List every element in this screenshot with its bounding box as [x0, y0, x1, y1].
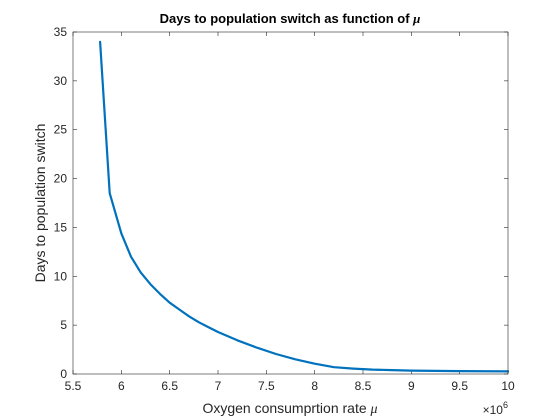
y-tick-label: 0 — [60, 367, 67, 381]
y-tick-label: 30 — [54, 74, 68, 88]
x-tick-label: 5.5 — [65, 379, 82, 393]
x-tick-label: 9.5 — [451, 379, 468, 393]
chart-title: Days to population switch as function of… — [160, 11, 421, 26]
x-tick-label: 8 — [311, 379, 318, 393]
y-tick-label: 25 — [54, 123, 68, 137]
x-tick-label: 7.5 — [258, 379, 275, 393]
y-tick-label: 5 — [60, 318, 67, 332]
x-tick-label: 6.5 — [161, 379, 178, 393]
x-tick-label: 6 — [118, 379, 125, 393]
y-tick-label: 15 — [54, 220, 68, 234]
x-tick-label: 8.5 — [355, 379, 372, 393]
x-tick-label: 9 — [408, 379, 415, 393]
x-tick-label: 7 — [215, 379, 222, 393]
plot-area — [73, 32, 508, 374]
y-tick-label: 10 — [54, 269, 68, 283]
x-axis-label: Oxygen consumprtion rate μ — [202, 400, 377, 417]
y-axis-label: Days to population switch — [32, 124, 48, 283]
y-tick-label: 20 — [54, 172, 68, 186]
x-tick-label: 10 — [501, 379, 515, 393]
y-tick-label: 35 — [54, 25, 68, 39]
